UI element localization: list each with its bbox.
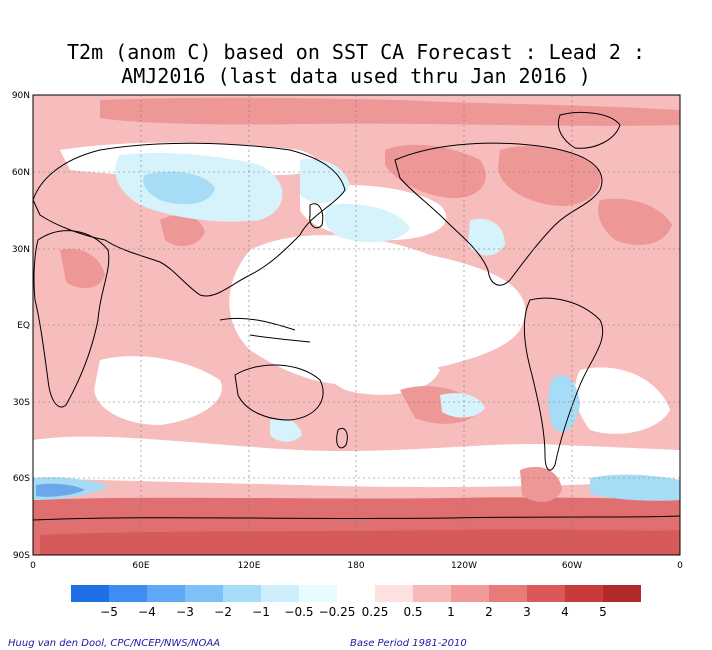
- lat-label-30s: 30S: [13, 398, 30, 408]
- lon-label-120w: 120W: [451, 561, 477, 571]
- colorbar-label: 4: [561, 605, 569, 619]
- cool-australia-south: [270, 418, 302, 442]
- colorbar-segment: [109, 585, 147, 602]
- colorbar-label: 0.25: [362, 605, 389, 619]
- latitude-labels: 90N 60N 30N EQ 30S 60S 90S: [12, 91, 30, 561]
- colorbar-label: −1: [252, 605, 270, 619]
- colorbar-segment: [337, 585, 375, 602]
- cool-north-pacific: [300, 158, 350, 203]
- cool-gulf-mexico: [468, 218, 505, 256]
- outline-greenland: [557, 111, 621, 149]
- colorbar-segment: [451, 585, 489, 602]
- lon-label-60w: 60W: [562, 561, 582, 571]
- colorbar-segment: [527, 585, 565, 602]
- lon-label-0-left: 0: [30, 561, 36, 571]
- colorbar-label: −4: [138, 605, 156, 619]
- lon-label-0-right: 0: [677, 561, 683, 571]
- lat-label-90n: 90N: [12, 91, 30, 101]
- map-frame: [32, 94, 681, 556]
- colorbar: −5 −4 −3 −2 −1 −0.5 −0.25 0.25 0.5 1 2 3 4 5: [71, 585, 641, 619]
- warm-south-america-south: [520, 466, 562, 502]
- colorbar-segment: [565, 585, 603, 602]
- colorbar-segment: [147, 585, 185, 602]
- neutral-pacific-region: [229, 235, 526, 385]
- chart-title-line-1: T2m (anom C) based on SST CA Forecast : …: [67, 40, 645, 64]
- neutral-south-atlantic: [574, 367, 670, 434]
- colorbar-label: 5: [599, 605, 607, 619]
- colorbar-label: −5: [100, 605, 118, 619]
- base-period-text: Base Period 1981-2010: [350, 638, 467, 649]
- colorbar-segment: [223, 585, 261, 602]
- outline-africa: [33, 230, 110, 408]
- credit-text: Huug van den Dool, CPC/NCEP/NWS/NOAA: [8, 638, 221, 649]
- colorbar-segment: [261, 585, 299, 602]
- lat-label-eq: EQ: [17, 321, 30, 331]
- colorbar-label: 3: [523, 605, 531, 619]
- outline-australia: [234, 364, 324, 421]
- longitude-labels: 0 60E 120E 180 120W 60W 0: [30, 561, 683, 571]
- warm-canada: [498, 146, 601, 206]
- continent-outlines: [33, 111, 680, 521]
- lon-label-180: 180: [347, 561, 364, 571]
- outline-eurasia: [33, 142, 346, 297]
- outline-indonesia: [219, 317, 311, 343]
- colorbar-label: 0.5: [403, 605, 422, 619]
- cool-southern-ocean-east: [590, 474, 680, 501]
- warm-tibet: [160, 214, 205, 247]
- neutral-southern-ocean-band: [33, 436, 680, 488]
- warm-north-pacific-alaska: [385, 144, 486, 199]
- outline-south-america: [523, 297, 604, 471]
- colorbar-segment: [71, 585, 109, 602]
- cool-southern-ocean-strong: [36, 483, 85, 497]
- lon-label-60e: 60E: [132, 561, 149, 571]
- neutral-indian-ocean: [94, 356, 222, 425]
- lat-label-90s: 90S: [13, 551, 30, 561]
- cool-siberia: [143, 171, 215, 205]
- outline-north-america: [394, 142, 603, 286]
- outline-antarctica: [33, 515, 680, 521]
- chart-title-line-2: AMJ2016 (last data used thru Jan 2016 ): [121, 64, 591, 88]
- colorbar-label: −3: [176, 605, 194, 619]
- outline-japan: [309, 203, 324, 229]
- outline-new-zealand: [336, 427, 348, 449]
- colorbar-label: −2: [214, 605, 232, 619]
- colorbar-label: 2: [485, 605, 493, 619]
- colorbar-segment: [603, 585, 641, 602]
- cool-south-pacific: [440, 393, 485, 418]
- colorbar-label: −0.5: [284, 605, 313, 619]
- colorbar-segment: [375, 585, 413, 602]
- colorbar-segment: [413, 585, 451, 602]
- colorbar-label: 1: [447, 605, 455, 619]
- warm-north-atlantic: [598, 198, 672, 245]
- warm-africa-patch: [60, 248, 105, 289]
- lon-label-120e: 120E: [238, 561, 261, 571]
- cool-north-pacific-2: [324, 203, 410, 243]
- colorbar-segment: [185, 585, 223, 602]
- lat-label-60n: 60N: [12, 168, 30, 178]
- lat-label-30n: 30N: [12, 245, 30, 255]
- lat-label-60s: 60S: [13, 474, 30, 484]
- grid-lines: [33, 95, 680, 555]
- warm-antarctic-core: [40, 529, 680, 555]
- cool-south-america: [548, 375, 580, 433]
- neutral-east-pacific: [325, 346, 440, 395]
- warm-arctic-band: [100, 97, 680, 126]
- colorbar-segment: [299, 585, 337, 602]
- anomaly-field: [33, 95, 680, 555]
- colorbar-label: −0.25: [319, 605, 356, 619]
- colorbar-segment: [489, 585, 527, 602]
